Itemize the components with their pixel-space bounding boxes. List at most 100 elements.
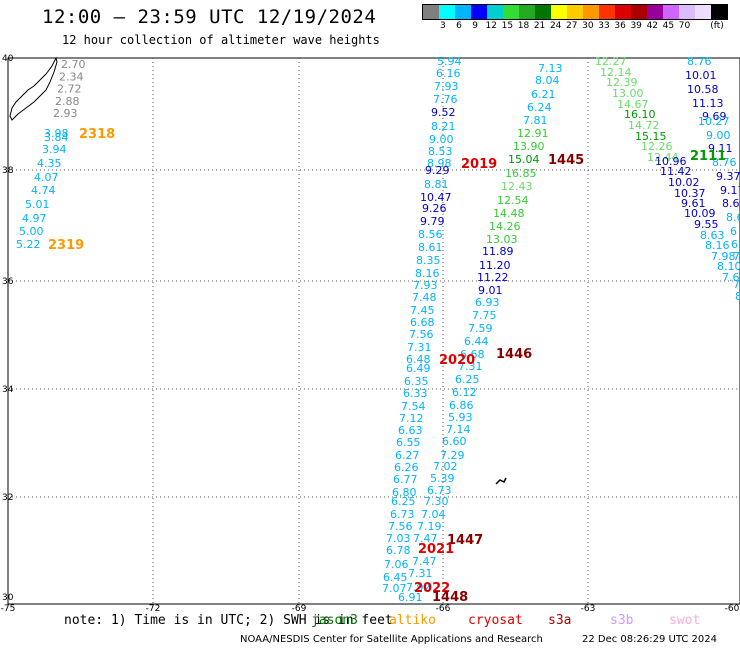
scale-label: 33 [598, 21, 610, 31]
right-mid-track-value: 10.09 [684, 207, 716, 220]
scale-label: 42 [646, 21, 659, 31]
scale-swatch [711, 5, 727, 19]
green-track-value: 6.44 [464, 335, 489, 348]
center-track-value: 6.91 [398, 591, 423, 604]
legend-cryosat: cryosat [468, 613, 523, 628]
right-blue-track-value: 9.37 [716, 170, 740, 183]
scale-swatch [439, 5, 455, 19]
right-green-track-value: 16.10 [624, 108, 656, 121]
green-track-value: 6.68 [460, 348, 485, 361]
green-track-value: 12.91 [517, 127, 549, 140]
center-lower-track-value: 7.30 [424, 495, 449, 508]
right-blue-track-value: 8 [735, 290, 740, 303]
right-blue-track-value: 11.13 [692, 97, 724, 110]
center-track-value: 9.00 [429, 133, 454, 146]
scale-swatch [535, 5, 551, 19]
right-mid-track-value: 7.98 [711, 250, 736, 263]
center-track-value: 6.16 [436, 67, 461, 80]
legend-swot: swot [669, 613, 701, 628]
scale-label: 15 [501, 21, 514, 31]
center-track-value: 7.07 [382, 582, 407, 595]
pass-label: 1446 [496, 347, 532, 362]
scale-label: 39 [630, 21, 642, 31]
center-track-value: 9.26 [422, 202, 447, 215]
pass-label: 2019 [461, 157, 497, 172]
pass-label-2318: 2318 [79, 127, 115, 142]
legend-s3b: s3b [610, 613, 634, 628]
color-scale-bar [422, 4, 728, 20]
center-track-value: 7.56 [388, 520, 413, 533]
right-green-track-value: 12.27 [595, 55, 627, 68]
pass-label: 1445 [548, 153, 584, 168]
right-green-track-value: 12.26 [641, 140, 673, 153]
footer-timestamp: 22 Dec 08:26:29 UTC 2024 [582, 634, 717, 645]
center-lower-track-value: 7.14 [446, 423, 471, 436]
left-track-value: 5.01 [25, 198, 50, 211]
left-track-value: 3.94 [42, 143, 67, 156]
green-track-value: 11.22 [477, 271, 509, 284]
green-track-value: 12.43 [501, 180, 533, 193]
center-lower-track-value: 7.31 [458, 360, 483, 373]
right-blue-track-value: 10.01 [685, 69, 717, 82]
right-mid-track-value: 7.6 [722, 271, 740, 284]
right-blue-track-value: 10.58 [687, 83, 719, 96]
right-mid-track-value: 8.63 [700, 229, 725, 242]
scale-swatch [471, 5, 487, 19]
right-blue-track-value: 6 [730, 225, 737, 238]
right-blue-track-value: 7 [733, 278, 740, 291]
center-lower-track-value: 7.04 [421, 508, 446, 521]
pass-label: 2111 [690, 149, 726, 164]
green-track-value: 13.90 [513, 140, 545, 153]
right-mid-track-value: 10.37 [674, 187, 706, 200]
scale-label: 45 [662, 21, 675, 31]
left-track-value: 4.07 [34, 171, 59, 184]
footer-credit: NOAA/NESDIS Center for Satellite Applica… [240, 634, 543, 645]
right-blue-track-value: 6 [731, 238, 738, 251]
center-track-value: 8.21 [431, 120, 456, 133]
scale-label: 36 [614, 21, 626, 31]
center-track-value: 8.98 [427, 157, 452, 170]
pass-label: 2021 [418, 542, 454, 557]
right-mid-track-value: 9.61 [681, 197, 706, 210]
green-track-value: 7.75 [472, 309, 497, 322]
center-lower-track-value: 5.39 [430, 472, 455, 485]
right-blue-track-value: 8.76 [712, 156, 737, 169]
green-track-value: 6.21 [531, 88, 556, 101]
center-track-value: 9.52 [431, 106, 456, 119]
center-track-value: 8.16 [415, 267, 440, 280]
color-scale-labels: 3 6 9 12 15 18 21 24 27 30 33 36 39 42 45 70 (ft) [422, 21, 728, 33]
right-blue-track-value: 9.00 [706, 129, 731, 142]
center-lower-track-value: 7.31 [408, 567, 433, 580]
right-blue-track-value: 7 [733, 250, 740, 263]
grey-track-value: 2.72 [57, 83, 82, 96]
scale-swatch [631, 5, 647, 19]
scale-swatch [503, 5, 519, 19]
center-track-value: 7.45 [410, 304, 435, 317]
center-track-value: 7.93 [434, 80, 459, 93]
legend-s3a: s3a [548, 613, 572, 628]
scale-swatch [487, 5, 503, 19]
right-mid-track-value: 11.42 [660, 165, 692, 178]
left-track-value: 4.35 [37, 157, 62, 170]
scale-swatch [663, 5, 679, 19]
center-track-value: 7.93 [413, 279, 438, 292]
scale-label: 18 [517, 21, 530, 31]
center-track-value: 6.68 [410, 316, 435, 329]
green-track-value: 11.20 [479, 259, 511, 272]
green-track-value: 6.24 [527, 101, 552, 114]
right-blue-track-value: 10.27 [698, 115, 730, 128]
island-outline [495, 477, 507, 485]
y-axis-tick: 32 [2, 493, 13, 503]
y-axis-tick: 38 [2, 166, 14, 176]
center-track-value: 8.61 [418, 241, 443, 254]
center-lower-track-value: 7.47 [413, 532, 438, 545]
center-lower-track-value: 7.29 [440, 449, 465, 462]
right-mid-track-value: 10.02 [668, 176, 700, 189]
center-lower-track-value: 6.86 [449, 399, 474, 412]
center-lower-track-value: 6.12 [452, 386, 477, 399]
coastline [9, 56, 58, 121]
green-track-value: 7.81 [523, 114, 548, 127]
center-track-value: 6.63 [398, 424, 423, 437]
left-track-value: 3.98 [44, 127, 69, 140]
